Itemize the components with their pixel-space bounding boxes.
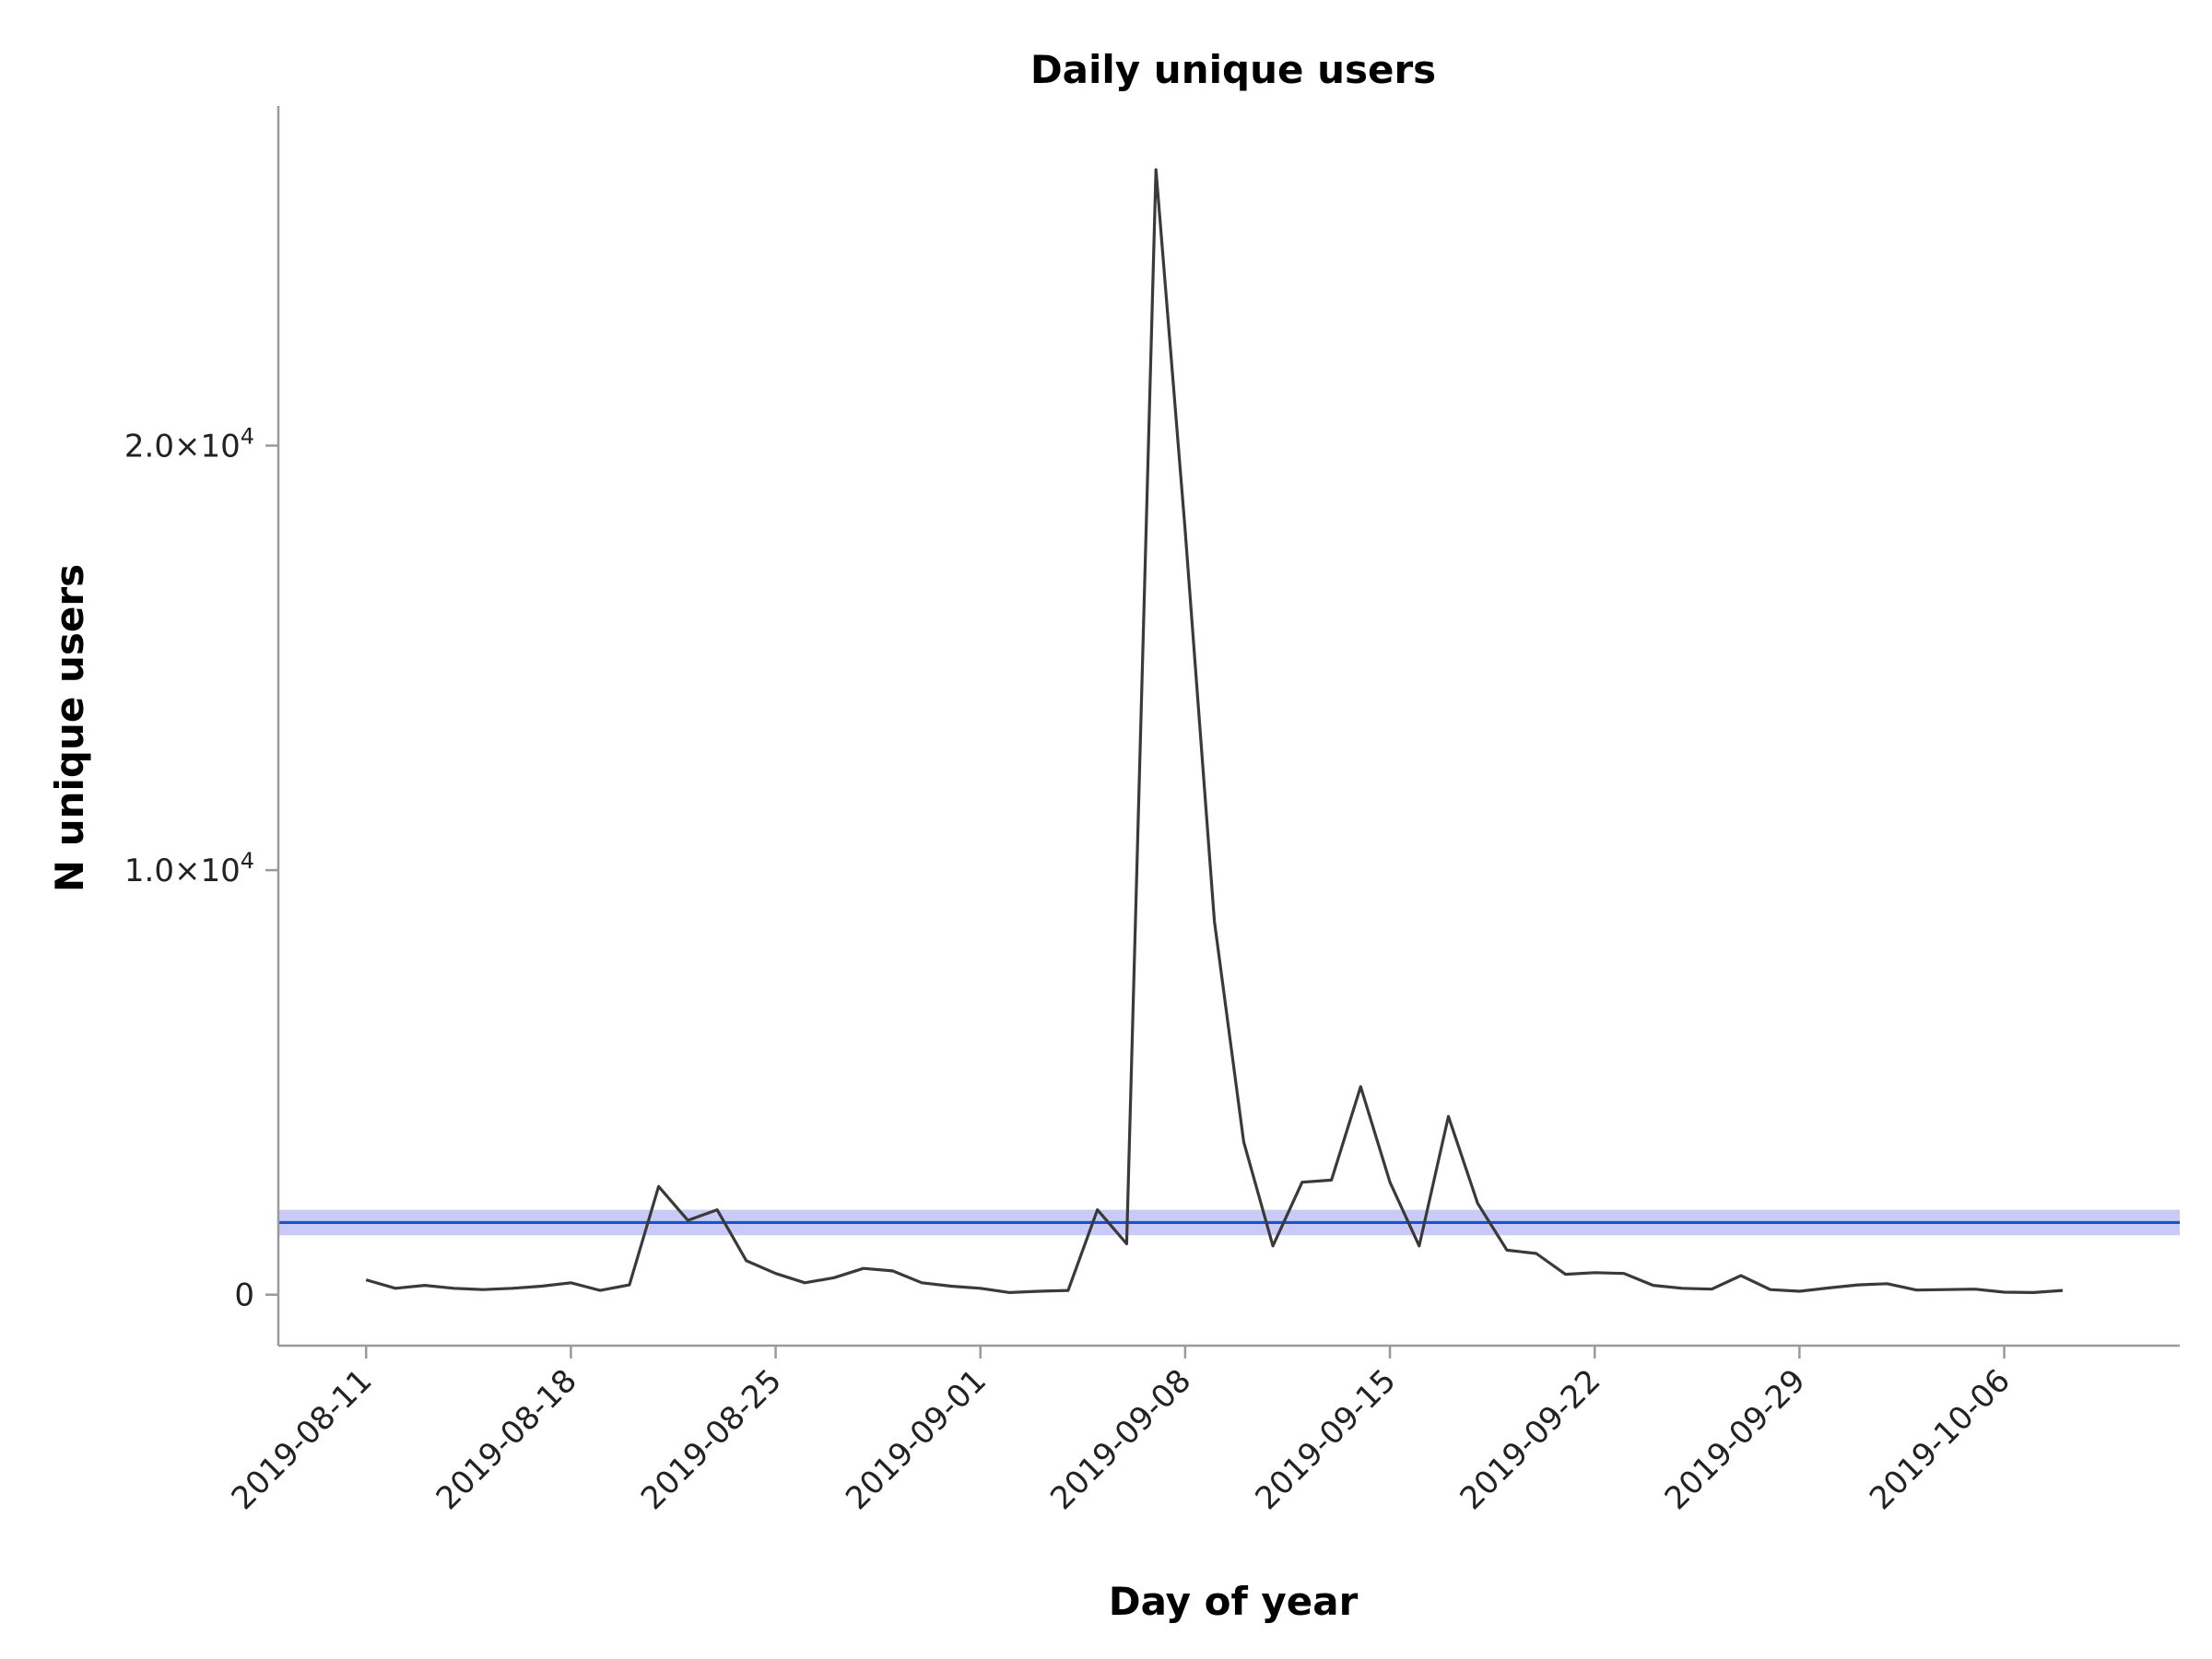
x-axis-ticks: 2019-08-11 2019-08-18 2019-08-25 2019-09-01… — [225, 1346, 2018, 1517]
y-axis-ticks: 0 1.0×104 2.0×104 — [124, 423, 278, 1314]
y-tick-label: 0 — [234, 1277, 254, 1314]
x-tick-label: 2019-10-06 — [1863, 1362, 2018, 1517]
y-tick-label: 2.0×104 — [124, 423, 254, 465]
x-axis-title: Day of year — [1109, 1579, 1359, 1624]
x-tick-label: 2019-09-29 — [1658, 1362, 1813, 1517]
x-tick-label: 2019-09-22 — [1453, 1362, 1608, 1517]
plot-area — [278, 168, 2180, 1295]
chart-title: Daily unique users — [1030, 47, 1436, 92]
x-tick-label: 2019-09-01 — [839, 1362, 994, 1517]
x-tick-label: 2019-09-08 — [1043, 1362, 1198, 1517]
x-tick-label: 2019-08-25 — [634, 1362, 789, 1517]
y-axis-title: N unique users — [47, 564, 92, 892]
series-line — [365, 168, 2064, 1295]
y-tick-label: 1.0×104 — [124, 848, 254, 889]
x-tick-label: 2019-09-15 — [1248, 1362, 1403, 1517]
x-tick-label: 2019-08-11 — [225, 1362, 380, 1517]
x-tick-label: 2019-08-18 — [429, 1362, 584, 1517]
